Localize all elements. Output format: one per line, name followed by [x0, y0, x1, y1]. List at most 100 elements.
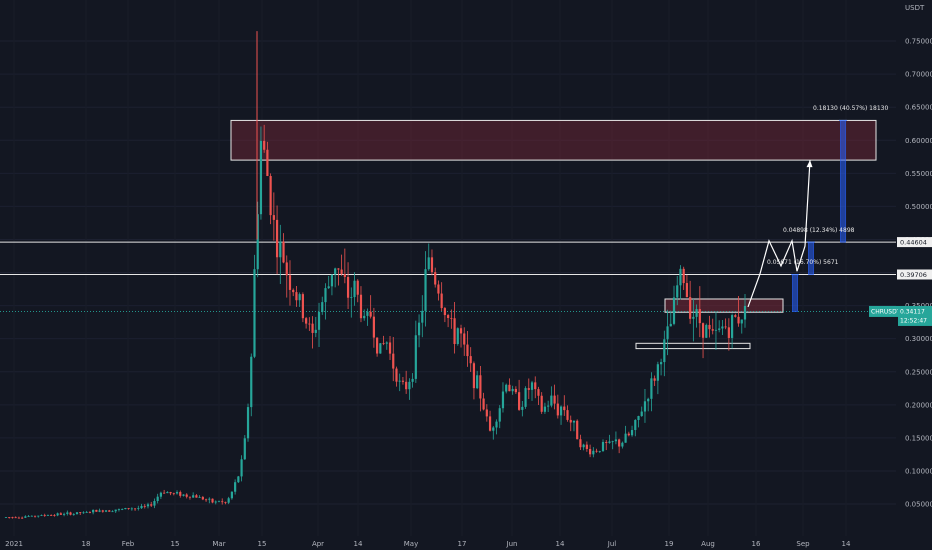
y-tick-label: 0.75000 — [905, 38, 932, 46]
candle — [334, 267, 337, 288]
candle — [343, 248, 346, 284]
candle — [618, 438, 621, 454]
candle-body — [185, 494, 188, 497]
candle-body — [234, 482, 237, 492]
candle-body — [30, 515, 33, 517]
candle — [72, 513, 75, 516]
candle-body — [498, 408, 501, 422]
x-tick-label: May — [404, 540, 418, 548]
candle-body — [711, 329, 714, 331]
candle — [524, 386, 527, 409]
candle — [234, 479, 237, 495]
candle — [663, 330, 666, 377]
candle-body — [595, 450, 598, 452]
candle — [237, 475, 240, 483]
candle-body — [137, 508, 140, 509]
candle — [527, 378, 530, 400]
candle-body — [540, 395, 543, 412]
candle-body — [527, 388, 530, 390]
candle — [53, 514, 56, 517]
candle — [363, 309, 366, 321]
candle-body — [740, 319, 743, 324]
candle-body — [421, 310, 424, 323]
candle-body — [698, 309, 701, 324]
candle-body — [79, 512, 82, 514]
candle-body — [572, 420, 576, 423]
candle — [366, 308, 369, 326]
candle-body — [301, 294, 304, 319]
candle — [379, 343, 382, 354]
candle-body — [388, 342, 392, 354]
candle-body — [385, 342, 388, 344]
candle — [224, 501, 227, 505]
level-price-tag — [897, 237, 932, 248]
candle — [592, 447, 595, 458]
candle-body — [637, 416, 640, 421]
candle — [227, 496, 230, 505]
candle-body — [24, 516, 27, 518]
y-tick-label: 0.25000 — [905, 368, 932, 376]
candle-body — [730, 315, 734, 338]
candle-body — [721, 326, 724, 329]
candle — [156, 493, 159, 504]
candle-body — [440, 293, 443, 309]
candle-body — [369, 311, 372, 317]
candle — [146, 502, 150, 509]
y-tick-label: 0.10000 — [905, 467, 932, 475]
candle-body — [634, 420, 637, 431]
candle — [166, 491, 169, 494]
candle — [627, 431, 630, 437]
candle-body — [334, 268, 337, 275]
candle — [308, 317, 311, 331]
candle-body — [659, 362, 663, 365]
candle-body — [547, 405, 550, 407]
candle — [114, 509, 117, 513]
candle-body — [601, 441, 605, 452]
candle — [230, 491, 233, 500]
candle — [240, 455, 243, 482]
candle — [188, 496, 192, 500]
x-tick-label: 17 — [458, 540, 467, 548]
candle — [279, 224, 282, 285]
candle-body — [656, 364, 659, 381]
time-axis[interactable]: 2021 18 Feb 15 Mar 15 Apr 14 May 17 Jun 14 Jul 19 Aug 1… — [5, 540, 851, 548]
grid-lines — [0, 40, 896, 505]
candle — [485, 404, 488, 422]
candle-body — [59, 513, 62, 515]
candle-body — [485, 409, 488, 417]
candle-body — [430, 257, 434, 273]
candle-body — [85, 512, 88, 513]
levels-layer — [0, 241, 896, 312]
candle — [469, 347, 472, 372]
candle-body — [98, 510, 101, 512]
candle-body — [279, 241, 282, 258]
candle — [692, 298, 695, 342]
candle — [676, 275, 679, 306]
candle — [124, 507, 127, 510]
candle — [359, 286, 363, 323]
candle-body — [240, 459, 243, 477]
candle-body — [4, 517, 8, 518]
candle — [576, 419, 579, 440]
candle-body — [627, 433, 630, 436]
candle-body — [243, 438, 246, 460]
candle — [85, 510, 88, 513]
candle — [282, 233, 285, 264]
x-tick-label: 15 — [171, 540, 180, 548]
support-zone — [635, 342, 751, 350]
candle-body — [695, 309, 698, 317]
candle-body — [701, 323, 705, 338]
candle — [46, 514, 50, 516]
candle-body — [163, 492, 166, 494]
candle — [559, 405, 563, 425]
candle — [346, 262, 350, 309]
candle-body — [689, 297, 692, 319]
candle — [679, 265, 682, 300]
candle-body — [382, 343, 385, 345]
candle — [75, 512, 79, 515]
candle-body — [282, 241, 285, 263]
candle — [440, 282, 443, 311]
candle — [321, 296, 324, 315]
candle — [424, 251, 427, 327]
